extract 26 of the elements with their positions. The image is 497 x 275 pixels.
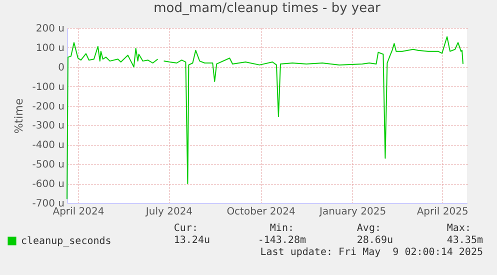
y-tick-label: 100 u: [36, 42, 64, 54]
chart-title: mod_mam/cleanup times - by year: [154, 1, 382, 16]
x-tick-label: January 2025: [318, 206, 386, 218]
y-tick-label: -300 u: [32, 120, 64, 132]
text: 28.69u: [356, 235, 393, 246]
y-axis-title: %time: [12, 98, 26, 134]
text: Cur:: [174, 223, 198, 234]
x-tick-label: October 2024: [226, 206, 296, 218]
legend-label: cleanup_seconds: [21, 236, 112, 247]
x-tick-label: July 2024: [144, 206, 193, 218]
y-tick-label: 0: [58, 62, 64, 74]
y-tick-label: -200 u: [32, 101, 64, 112]
text: 13.24u: [174, 235, 210, 246]
text: -143.28m: [258, 235, 306, 246]
text: Avg:: [356, 223, 381, 234]
text: Last update: Fri May 9 02:00:14 2025: [260, 247, 483, 258]
y-tick-label: 200 u: [36, 24, 64, 34]
text: Max:: [446, 223, 471, 234]
y-tick-label: -100 u: [32, 82, 64, 93]
y-tick-label: -400 u: [32, 140, 64, 152]
y-tick-label: -500 u: [32, 160, 64, 171]
y-tick-label: -600 u: [32, 179, 64, 190]
x-tick-label: April 2024: [52, 206, 104, 218]
text: Min:: [270, 223, 294, 234]
x-tick-label: April 2025: [416, 206, 468, 218]
text: 43.35m: [446, 235, 483, 246]
